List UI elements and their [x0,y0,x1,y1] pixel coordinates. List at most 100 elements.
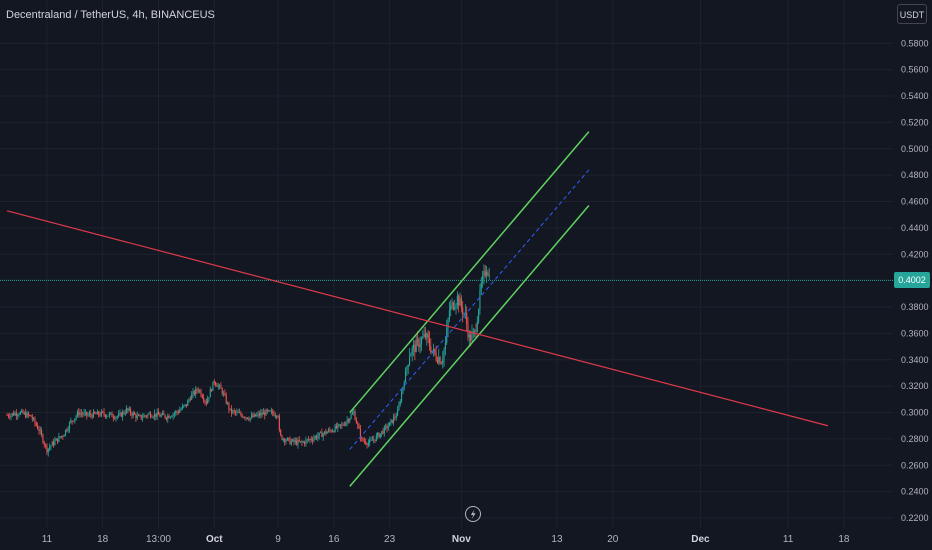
candle-body [131,413,133,416]
candle-body [72,421,75,422]
candle-body [390,419,392,423]
candle-body [363,440,365,442]
candle-body [422,336,424,339]
candle-body [123,411,125,414]
candle-body [322,433,324,437]
candle-body [172,414,174,417]
candle-body [98,411,100,415]
y-tick-label: 0.3400 [901,355,929,365]
candle-body [414,344,416,353]
candle-body [34,418,36,424]
currency-button[interactable]: USDT [897,4,927,24]
candle-body [153,413,156,417]
candle-body [327,429,330,432]
candle-body [333,431,335,432]
candle-body [280,430,282,436]
candle-body [241,414,243,418]
candle-body [403,382,405,387]
candle-body [319,431,322,433]
candle-body [37,425,39,430]
candle-body [29,415,31,416]
candle-body [135,414,137,419]
candle-body [423,333,425,337]
candle-body [156,411,158,417]
candle-body [165,417,168,420]
candle-body [313,438,315,441]
candle-body [426,333,428,338]
candle-body [136,415,138,419]
candles [6,264,490,457]
candle-body [349,418,351,422]
candle-body [383,426,385,434]
candle-body [329,429,331,431]
candle-body [293,439,295,442]
y-tick-label: 0.2600 [901,460,929,470]
candle-body [427,333,429,339]
candle-body [47,448,49,453]
candle-body [140,415,142,419]
candle-body [128,408,130,411]
price-axis[interactable]: 0.5800 0.5600 0.5400 0.5200 0.5000 0.4800 0.46… [901,38,929,523]
candle-body [139,415,141,416]
candle-body [187,400,189,406]
candle-body [6,415,8,416]
candle-body [406,366,408,371]
candle-body [443,349,445,359]
candle-body [346,419,348,423]
candle-body [219,385,221,387]
candle-body [180,409,182,411]
candle-body [256,414,258,417]
candle-body [49,447,51,449]
candle-body [430,346,432,353]
candle-body [487,272,489,277]
candle-body [142,417,144,419]
candle-body [42,434,44,443]
time-axis[interactable]: 11 18 13:00 Oct 9 16 23 Nov 13 20 Dec 11 18 [42,534,850,545]
candle-body [236,411,238,413]
candle-body [71,420,73,422]
candle-body [488,275,490,277]
candle-body [126,408,128,414]
candle-body [343,425,346,426]
candle-body [10,414,12,418]
candle-body [157,411,160,415]
candle-body [308,439,310,441]
x-tick-label: 20 [607,534,619,545]
candle-body [68,422,71,430]
candle-body [338,424,340,426]
candle-body [203,397,205,401]
candle-body [472,331,474,333]
candle-body [132,412,134,416]
candle-body [14,413,16,416]
candle-body [330,430,332,432]
lightning-icon[interactable] [465,506,481,522]
candle-body [209,389,211,398]
candle-body [353,411,355,414]
candle-body [358,424,360,429]
y-tick-label: 0.5400 [901,91,929,101]
candle-body [175,411,177,414]
y-tick-label: 0.2400 [901,487,929,497]
candle-body [13,413,15,416]
candle-body [326,431,328,434]
candle-body [260,412,262,416]
candle-body [95,413,97,415]
candle-body [264,412,266,416]
candle-body [366,443,368,445]
x-tick-label: 16 [328,534,340,545]
y-tick-label: 0.3800 [901,302,929,312]
candle-body [471,332,473,341]
candle-body [440,363,442,365]
candle-body [50,445,52,448]
candle-body [58,436,60,442]
candle-body [183,405,185,407]
candle-body [435,353,437,360]
candle-body [197,390,199,392]
candle-body [70,420,72,423]
x-tick-label: 23 [384,534,396,545]
candle-body [314,436,316,439]
candle-body [276,415,278,417]
candle-body [459,298,461,306]
